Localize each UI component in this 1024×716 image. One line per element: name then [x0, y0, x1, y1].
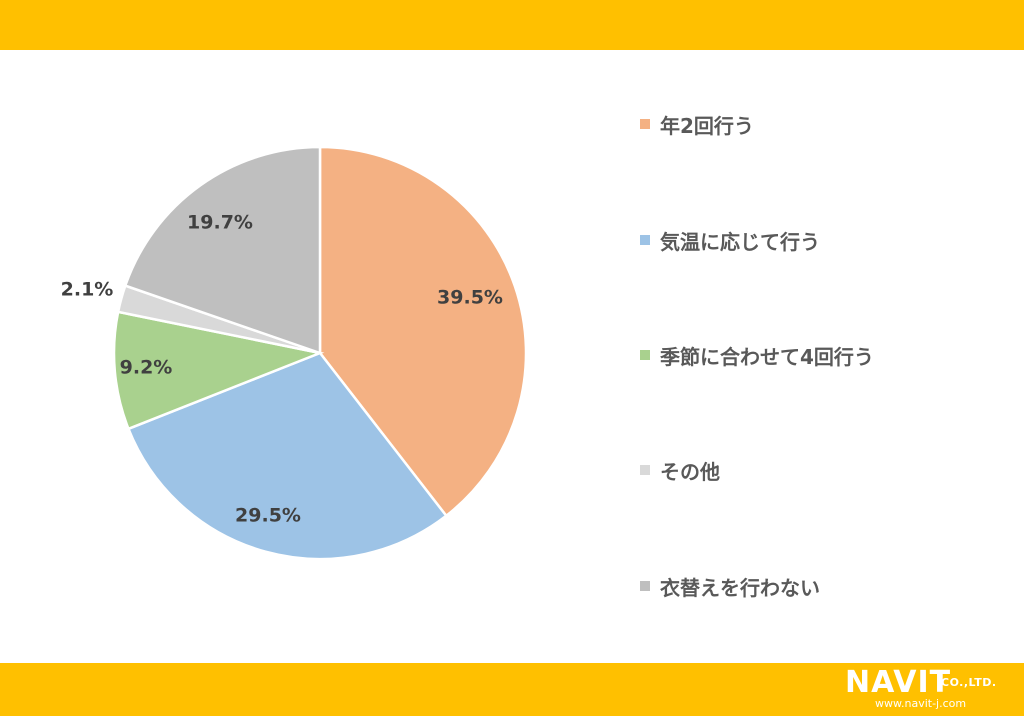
pie-data-label-5: 19.7%: [187, 212, 253, 234]
logo-url: www.navit-j.com: [875, 697, 967, 710]
legend-label: その他: [660, 459, 720, 484]
pie-data-label-1: 39.5%: [437, 287, 503, 309]
pie-slice-1: [318, 145, 528, 518]
pie-slice-3: [112, 310, 325, 431]
pie-chart: 39.5% 29.5% 9.2% 2.1% 19.7%: [61, 145, 528, 561]
legend-item-1: 年2回行う: [640, 109, 754, 139]
top-band: [0, 0, 1024, 50]
legend-swatch: [640, 119, 650, 129]
legend-label: 年2回行う: [660, 113, 754, 138]
legend-item-2: 気温に応じて行う: [640, 225, 820, 255]
bottom-band: [0, 663, 1024, 716]
legend-swatch: [640, 235, 650, 245]
legend-label: 衣替えを行わない: [660, 575, 820, 600]
legend-item-5: 衣替えを行わない: [640, 571, 820, 601]
logo-brand: NAVIT: [845, 665, 952, 700]
legend-swatch: [640, 581, 650, 591]
legend-swatch: [640, 350, 650, 360]
logo-suffix: CO.,LTD.: [941, 676, 997, 689]
pie-data-label-4: 2.1%: [61, 279, 114, 301]
legend-label: 季節に合わせて4回行う: [660, 344, 874, 369]
pie-data-label-3: 9.2%: [120, 357, 173, 379]
legend-item-3: 季節に合わせて4回行う: [640, 340, 874, 370]
legend-item-4: その他: [640, 455, 720, 485]
navit-logo: NAVIT CO.,LTD. www.navit-j.com: [845, 666, 1015, 712]
legend-swatch: [640, 465, 650, 475]
legend-label: 気温に応じて行う: [660, 229, 820, 254]
pie-slice-2: [126, 351, 449, 561]
pie-data-label-2: 29.5%: [235, 505, 301, 527]
pie-slice-5: [123, 145, 322, 355]
